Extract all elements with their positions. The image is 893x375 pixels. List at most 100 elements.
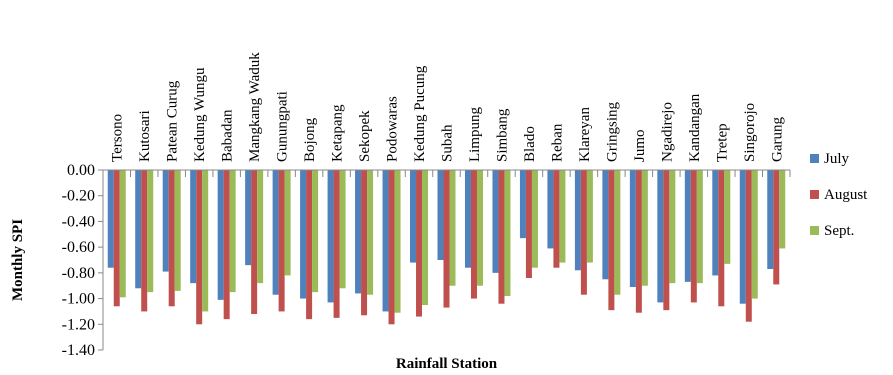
bar-august-kutosari — [141, 170, 148, 312]
bar-july-patean-curug — [162, 170, 169, 272]
bar-july-tretep — [712, 170, 719, 276]
bar-august-ngadirejo — [663, 170, 670, 311]
bar-august-singorojo — [745, 170, 752, 322]
bar-sept-podowaras — [394, 170, 401, 313]
bar-july-kutosari — [135, 170, 142, 289]
bar-july-kedung-wungu — [190, 170, 197, 284]
bar-july-babadan — [217, 170, 224, 300]
bar-august-patean-curug — [168, 170, 175, 307]
bar-august-garung — [773, 170, 780, 285]
bar-sept-kedung-wungu — [202, 170, 209, 312]
category-label: Kedung Wungu — [192, 67, 208, 162]
bar-sept-gringsing — [614, 170, 621, 295]
legend-swatch — [810, 190, 819, 199]
bar-july-podowaras — [382, 170, 389, 312]
legend-label: July — [824, 151, 850, 167]
category-label: Ngadirejo — [659, 102, 675, 162]
bar-july-mangkang-waduk — [245, 170, 252, 266]
bar-sept-bojong — [312, 170, 319, 293]
category-label: Babadan — [220, 109, 236, 162]
category-label: Tersono — [110, 114, 126, 162]
y-tick-label: -0.80 — [62, 265, 95, 282]
category-label: Gunungpati — [275, 91, 291, 162]
bar-sept-reban — [559, 170, 566, 263]
category-label: Mangkang Waduk — [247, 52, 263, 162]
bar-july-bojong — [300, 170, 307, 299]
category-label: Singorojo — [742, 103, 758, 162]
bar-august-podowaras — [388, 170, 395, 325]
bar-july-limpung — [464, 170, 471, 268]
bar-sept-kandangan — [696, 170, 703, 284]
bar-august-tersono — [113, 170, 120, 307]
bar-sept-tersono — [119, 170, 126, 298]
bar-sept-jumo — [641, 170, 648, 286]
category-label: Kutosari — [137, 110, 153, 162]
y-tick-label: -1.00 — [62, 291, 95, 308]
category-label: Patean Curug — [165, 80, 181, 162]
category-label: Klareyan — [577, 107, 593, 162]
bar-sept-singorojo — [751, 170, 758, 299]
bar-august-subah — [443, 170, 450, 308]
bar-sept-subah — [449, 170, 456, 286]
category-label: Garung — [769, 117, 785, 162]
category-label: Ketapang — [330, 104, 346, 162]
bar-august-babadan — [223, 170, 230, 320]
legend: July August Sept. — [810, 151, 868, 239]
bar-july-singorojo — [739, 170, 746, 304]
category-label: Gringsing — [604, 102, 620, 163]
bar-july-simbang — [492, 170, 499, 273]
bar-july-garung — [767, 170, 774, 269]
y-tick-label: -1.20 — [62, 316, 95, 333]
bar-july-gringsing — [602, 170, 609, 280]
y-tick-label: -1.40 — [62, 342, 95, 359]
bar-july-reban — [547, 170, 554, 249]
bar-sept-simbang — [504, 170, 511, 296]
category-label: Jumo — [632, 129, 648, 162]
bar-august-bojong — [306, 170, 313, 320]
bar-sept-mangkang-waduk — [257, 170, 264, 284]
bar-august-sekopek — [361, 170, 368, 316]
category-label: Kandangan — [687, 93, 703, 162]
legend-label: Sept. — [824, 223, 854, 239]
category-label: Reban — [549, 123, 565, 162]
category-label: Kedung Pucung — [412, 65, 428, 162]
bar-august-simbang — [498, 170, 505, 304]
bar-august-jumo — [635, 170, 642, 313]
category-label: Bojong — [302, 117, 318, 162]
bar-july-klareyan — [574, 170, 581, 271]
y-tick-label: -0.60 — [62, 239, 95, 256]
bar-sept-ketapang — [339, 170, 346, 289]
bar-sept-kutosari — [147, 170, 154, 293]
category-label: Podowaras — [385, 96, 401, 162]
category-label: Limpung — [467, 107, 483, 162]
bar-july-ketapang — [327, 170, 334, 303]
y-tick-label: 0.00 — [67, 162, 95, 179]
legend-swatch — [810, 154, 819, 163]
bar-sept-patean-curug — [174, 170, 181, 291]
bar-august-mangkang-waduk — [251, 170, 258, 314]
bar-august-ketapang — [333, 170, 340, 318]
plot-area: 0.00 -0.20 -0.40 -0.60 -0.80 -1.00 -1.20 -1.40 T… — [62, 52, 791, 359]
bar-sept-babadan — [229, 170, 236, 293]
category-label: Subah — [440, 124, 456, 162]
bar-august-kedung-wungu — [196, 170, 203, 325]
legend-label: August — [824, 187, 868, 203]
bar-august-tretep — [718, 170, 725, 307]
bar-july-kedung-pucung — [410, 170, 417, 263]
bar-sept-blado — [531, 170, 538, 268]
y-tick-label: -0.20 — [62, 188, 95, 205]
bar-sept-klareyan — [586, 170, 593, 263]
bar-august-kandangan — [690, 170, 697, 303]
bar-july-jumo — [629, 170, 636, 287]
category-label: Tretep — [714, 123, 730, 162]
y-axis-title: Monthly SPI — [10, 219, 26, 301]
legend-swatch — [810, 226, 819, 235]
bar-august-reban — [553, 170, 560, 268]
bar-august-blado — [525, 170, 532, 278]
bar-sept-ngadirejo — [669, 170, 676, 284]
bar-august-kedung-pucung — [416, 170, 423, 317]
x-axis-title: Rainfall Station — [396, 356, 498, 372]
bar-sept-gunungpati — [284, 170, 291, 276]
bar-july-ngadirejo — [657, 170, 664, 303]
